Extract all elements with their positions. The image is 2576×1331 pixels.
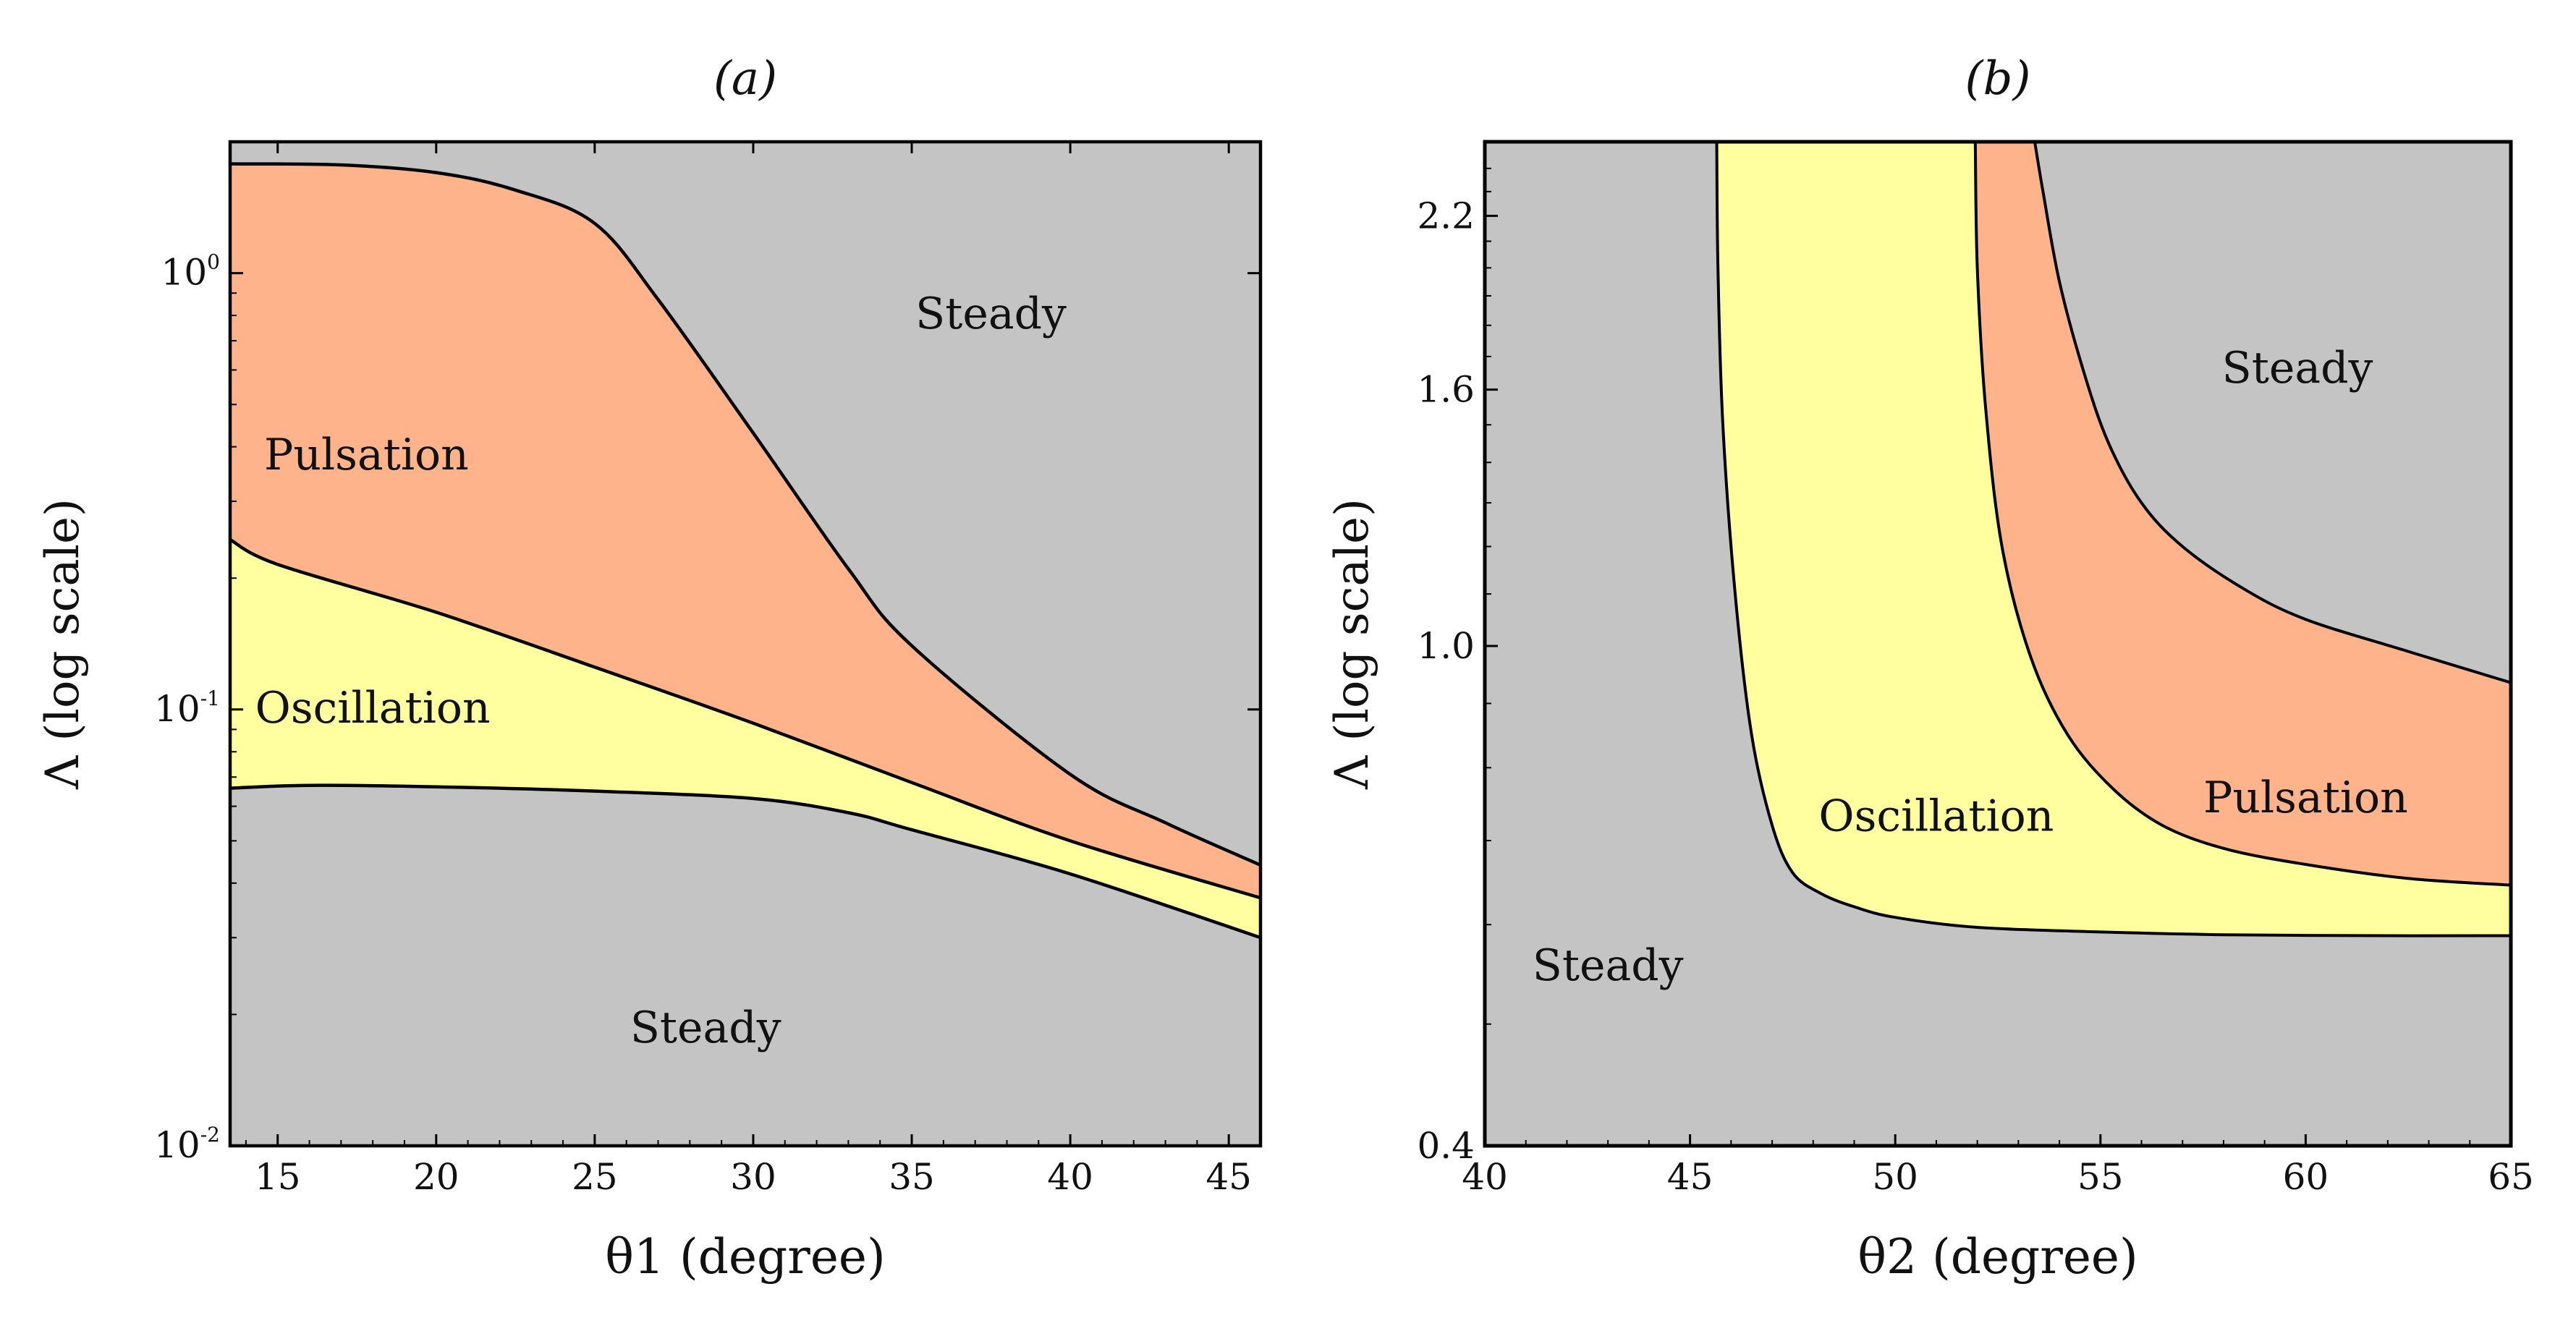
- x-tick-label-a: 15: [255, 1156, 301, 1198]
- y-tick-label-b: 0.4: [1417, 1125, 1475, 1167]
- region-label-steady: Steady: [630, 1003, 781, 1053]
- region-label-pulsation: Pulsation: [2203, 773, 2408, 823]
- axes-frame-a: [228, 140, 1263, 1148]
- x-tick-label-a: 40: [1047, 1156, 1093, 1198]
- x-tick-label-b: 65: [2488, 1156, 2534, 1198]
- y-tick-exponent: -1: [200, 686, 220, 710]
- region-label-steady: Steady: [915, 289, 1067, 339]
- y-tick-exponent: -2: [200, 1123, 220, 1147]
- x-tick-label-a: 45: [1206, 1156, 1252, 1198]
- x-tick-label-a: 30: [730, 1156, 776, 1198]
- plot-area-a: [230, 142, 1261, 1146]
- x-tick-label-b: 50: [1872, 1156, 1918, 1198]
- boundary-steady-lower: [230, 783, 1261, 940]
- plot-area-b: [1485, 142, 2511, 1146]
- panel-title-b: (b): [1965, 52, 2031, 106]
- region-label-pulsation: Pulsation: [264, 430, 469, 480]
- y-axis-label-b: Λ (log scale): [1326, 498, 1379, 790]
- y-axis-label-a: Λ (log scale): [36, 498, 90, 790]
- region-label-steady: Steady: [2222, 343, 2373, 394]
- x-tick-label-b: 40: [1462, 1156, 1508, 1198]
- y-tick-label-b: 1.0: [1417, 625, 1475, 667]
- boundary-pulsation-upper: [230, 162, 1261, 867]
- x-axis-label-a: θ1 (degree): [605, 1229, 885, 1285]
- x-tick-label-b: 45: [1667, 1156, 1713, 1198]
- steady-region-upper: [2035, 142, 2511, 683]
- y-tick-base: 10: [154, 1124, 200, 1166]
- y-tick-label-a: 10-1: [154, 686, 220, 730]
- x-tick-label-a: 25: [572, 1156, 618, 1198]
- x-tick-label-a: 20: [413, 1156, 459, 1198]
- region-label-oscillation: Oscillation: [1818, 791, 2054, 841]
- panel-b: 40 45 50 55 60 65 0.4 1.0 1.6 2.2 (b) θ2 (degree) Λ …: [1326, 52, 2534, 1285]
- y-tick-base: 10: [161, 252, 208, 294]
- boundary-oscillation-upper: [230, 538, 1261, 900]
- x-tick-label-b: 60: [2283, 1156, 2329, 1198]
- y-tick-base: 10: [154, 688, 200, 730]
- x-tick-label-b: 55: [2077, 1156, 2124, 1198]
- panel-title-a: (a): [713, 52, 777, 106]
- axes-frame-b: [1483, 140, 2513, 1148]
- y-tick-label-b: 2.2: [1417, 195, 1475, 237]
- boundary-pulsation-outer: [2033, 142, 2511, 684]
- region-label-oscillation: Oscillation: [255, 683, 491, 733]
- y-tick-exponent: 0: [207, 250, 220, 274]
- y-tick-label-a: 10-2: [154, 1123, 220, 1166]
- boundary-steady-inner: [1715, 142, 2511, 937]
- y-tick-label-a: 100: [161, 250, 220, 294]
- region-label-steady: Steady: [1533, 940, 1684, 991]
- y-tick-label-b: 1.6: [1417, 369, 1475, 411]
- x-tick-label-a: 35: [889, 1156, 935, 1198]
- pulsation-region: [230, 163, 1261, 898]
- boundary-oscillation-outer: [1973, 142, 2511, 887]
- x-axis-label-b: θ2 (degree): [1857, 1229, 2138, 1285]
- oscillation-region: [230, 540, 1261, 938]
